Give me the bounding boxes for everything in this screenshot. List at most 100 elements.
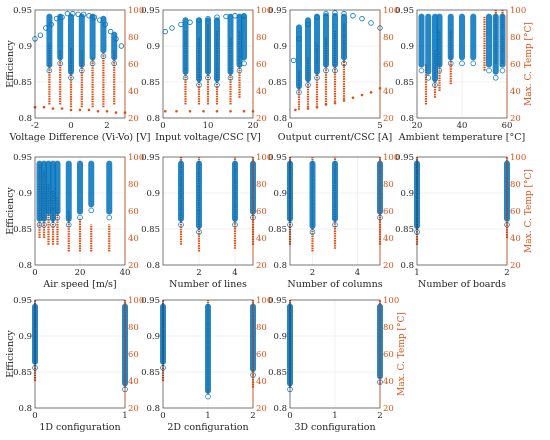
efficiency-range-mark [196, 17, 202, 83]
x-tick-label: 0 [287, 411, 292, 421]
x-axis-label: Air speed [m/s] [42, 279, 116, 290]
y2-tick-label: 80 [128, 323, 139, 333]
efficiency-point [70, 10, 76, 17]
y2-tick-label: 40 [510, 87, 521, 97]
efficiency-outlier-point [214, 82, 220, 88]
y-axis-label-left: Efficiency [5, 40, 16, 88]
y-tick-label: 0.9 [18, 189, 32, 199]
y-tick-label: 0.95 [13, 6, 32, 16]
temperature-point [114, 111, 118, 114]
efficiency-outlier-point [100, 53, 107, 59]
efficiency-point [296, 36, 302, 42]
x-tick-label: 1 [122, 411, 127, 421]
y2-tick-label: 100 [256, 153, 272, 163]
efficiency-outlier-point [232, 222, 238, 228]
x-tick-label: 2 [104, 121, 109, 131]
efficiency-point [169, 25, 175, 31]
efficiency-outlier-point [323, 67, 329, 74]
efficiency-point [118, 43, 125, 49]
efficiency-range-mark [418, 13, 425, 68]
subplot-9: 0.8 0.85 0.9 0.95 20 40 60 80 100 0 11D configurat… [5, 296, 144, 433]
efficiency-point [178, 21, 184, 28]
temperature-point [51, 107, 55, 110]
x-tick-label: 0 [68, 121, 73, 131]
efficiency-outlier-point [182, 75, 189, 81]
efficiency-outlier-point [418, 67, 425, 74]
efficiency-outlier-point [178, 222, 184, 228]
y-tick-label: 0.95 [13, 153, 32, 163]
efficiency-point [107, 28, 114, 35]
x-tick-label: 0 [160, 411, 165, 421]
y2-tick-label: 20 [256, 404, 267, 414]
x-tick-label: 0 [160, 121, 165, 131]
efficiency-range-mark [425, 13, 432, 75]
subplot-10: 0.8 0.85 0.9 0.95 20 40 60 80 100 0 1 22D configura… [141, 296, 272, 433]
efficiency-point [37, 32, 44, 38]
x-axis-label: Ambient temperature [°C] [398, 132, 525, 143]
temperature-point [42, 105, 46, 109]
efficiency-point [332, 10, 338, 16]
temperature-point [78, 108, 82, 112]
efficiency-outlier-point [499, 67, 506, 74]
efficiency-range-mark [296, 24, 302, 90]
y2-tick-label: 40 [510, 234, 521, 244]
y2-tick-label: 40 [383, 87, 394, 97]
efficiency-outlier-point [227, 75, 234, 81]
efficiency-range-mark [436, 13, 443, 68]
efficiency-point [196, 17, 202, 23]
efficiency-point [368, 20, 374, 26]
x-tick-label: 2 [377, 411, 382, 421]
y-tick-label: 0.85 [13, 368, 32, 378]
efficiency-point [80, 11, 87, 18]
y-tick-label: 0.95 [268, 6, 287, 16]
y2-tick-label: 40 [383, 234, 394, 244]
y-tick-label: 0.85 [268, 368, 287, 378]
y2-tick-label: 20 [383, 404, 394, 414]
efficiency-outlier-point [332, 222, 338, 228]
y2-tick-label: 20 [510, 114, 521, 124]
efficiency-point [97, 17, 103, 23]
temperature-point [351, 96, 355, 100]
efficiency-range-mark [111, 31, 118, 61]
y-tick-label: 0.8 [18, 404, 32, 414]
efficiency-point [113, 36, 119, 42]
efficiency-outlier-point [50, 222, 56, 228]
x-tick-label: 4 [355, 268, 360, 278]
y-tick-label: 0.8 [400, 261, 414, 271]
efficiency-outlier-point [106, 214, 112, 221]
efficiency-outlier-point [196, 229, 202, 235]
efficiency-point [53, 15, 60, 22]
y-tick-label: 0.8 [146, 114, 160, 124]
y2-tick-label: 20 [383, 114, 394, 124]
efficiency-range-mark [54, 160, 61, 215]
efficiency-range-mark [499, 13, 506, 68]
efficiency-range-mark [46, 13, 53, 68]
efficiency-range-mark [78, 13, 85, 68]
y2-tick-label: 100 [383, 296, 399, 306]
x-axis-label: 1D configuration [39, 422, 120, 433]
y2-tick-label: 60 [128, 350, 139, 360]
x-tick-label: -2 [31, 121, 39, 131]
efficiency-range-mark [459, 13, 465, 61]
y2-tick-label: 20 [510, 261, 521, 271]
efficiency-range-mark [214, 17, 220, 83]
efficiency-range-mark [232, 160, 238, 222]
efficiency-range-mark [332, 12, 338, 68]
y2-tick-label: 100 [128, 296, 144, 306]
y2-tick-label: 100 [128, 153, 144, 163]
y-tick-label: 0.95 [395, 153, 414, 163]
temperature-point [202, 109, 205, 113]
efficiency-point [91, 14, 98, 20]
efficiency-outlier-point [470, 60, 477, 67]
temperature-point [306, 107, 310, 110]
temperature-point [315, 105, 319, 109]
y2-tick-label: 60 [510, 60, 521, 70]
x-tick-label: 1 [414, 268, 419, 278]
efficiency-outlier-point [205, 75, 211, 81]
y-tick-label: 0.9 [273, 189, 287, 199]
efficiency-outlier-point [305, 82, 311, 88]
efficiency-range-mark [314, 13, 320, 75]
